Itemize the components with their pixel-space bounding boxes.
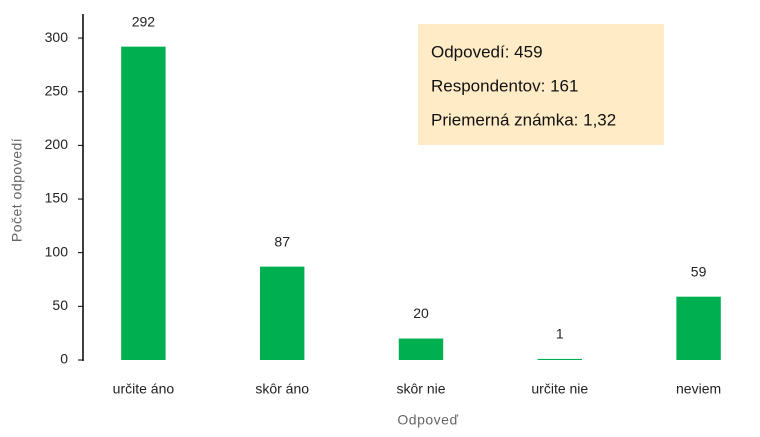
y-tick-label: 50 bbox=[52, 297, 68, 313]
annotation: Odpovedí: 459 bbox=[431, 42, 543, 61]
x-tick-label: skôr nie bbox=[396, 381, 445, 397]
y-tick-label: 100 bbox=[45, 243, 69, 259]
data-label: 87 bbox=[274, 233, 290, 249]
annotation: Priemerná známka: 1,32 bbox=[431, 110, 616, 129]
bar bbox=[259, 266, 305, 360]
data-label: 59 bbox=[691, 263, 707, 279]
annotation-box bbox=[418, 24, 664, 145]
y-tick-label: 150 bbox=[45, 190, 69, 206]
x-tick-label: určite nie bbox=[531, 381, 588, 397]
x-tick-label: skôr áno bbox=[255, 381, 309, 397]
bar bbox=[398, 338, 444, 360]
annotation: Respondentov: 161 bbox=[431, 76, 578, 95]
x-tick-label: neviem bbox=[676, 381, 721, 397]
y-axis-title: Počet odpovedí bbox=[9, 138, 25, 242]
y-tick-label: 300 bbox=[45, 29, 69, 45]
bar bbox=[537, 358, 583, 360]
x-axis-title: Odpoveď bbox=[397, 412, 458, 428]
bar bbox=[121, 46, 166, 361]
y-tick-label: 250 bbox=[45, 82, 69, 98]
data-label: 292 bbox=[132, 13, 156, 29]
bar bbox=[676, 296, 721, 360]
x-tick-label: určite áno bbox=[113, 381, 175, 397]
data-label: 20 bbox=[413, 305, 429, 321]
y-tick-label: 0 bbox=[60, 351, 68, 367]
y-tick-label: 200 bbox=[45, 136, 69, 152]
data-label: 1 bbox=[556, 326, 564, 342]
